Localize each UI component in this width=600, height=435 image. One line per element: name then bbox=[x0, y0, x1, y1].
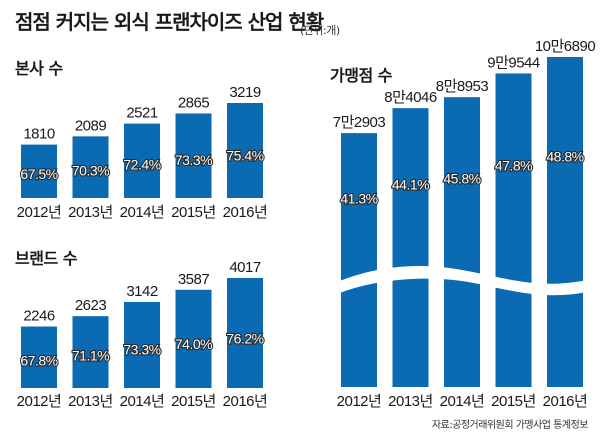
value-label: 2521 bbox=[126, 105, 158, 122]
share-label: 75.4% bbox=[226, 147, 263, 163]
share-label: 48.8% bbox=[546, 149, 583, 165]
year-label: 2013년 bbox=[68, 393, 113, 410]
infographic-title: 점점 커지는 외식 프랜차이즈 산업 현황 bbox=[15, 10, 324, 34]
value-label: 3587 bbox=[178, 271, 210, 288]
share-label: 44.1% bbox=[392, 177, 429, 193]
bar bbox=[341, 133, 377, 387]
bar bbox=[444, 97, 480, 388]
bar bbox=[495, 73, 532, 388]
year-label: 2016년 bbox=[223, 393, 268, 410]
value-label: 2623 bbox=[75, 297, 107, 314]
year-label: 2014년 bbox=[440, 393, 485, 410]
share-label: 73.3% bbox=[123, 341, 160, 357]
bar bbox=[547, 57, 583, 387]
year-label: 2016년 bbox=[223, 204, 268, 221]
year-label: 2012년 bbox=[17, 393, 62, 410]
bar bbox=[72, 136, 109, 198]
bar bbox=[175, 113, 212, 198]
source-note: 자료:공정거래위원회 가맹사업 통계정보 bbox=[431, 420, 589, 431]
share-label: 70.3% bbox=[72, 162, 109, 178]
value-label: 3219 bbox=[229, 84, 261, 101]
share-label: 45.8% bbox=[443, 171, 480, 187]
value-label: 4017 bbox=[229, 259, 261, 276]
bar bbox=[227, 103, 263, 198]
year-label: 2015년 bbox=[171, 204, 216, 221]
share-label: 72.4% bbox=[123, 157, 160, 173]
year-label: 2015년 bbox=[491, 393, 536, 410]
year-label: 2012년 bbox=[17, 204, 62, 221]
share-label: 47.8% bbox=[495, 158, 532, 174]
year-label: 2016년 bbox=[543, 393, 588, 410]
value-label: 8만8953 bbox=[436, 78, 489, 95]
year-label: 2013년 bbox=[388, 393, 433, 410]
axis-break-wave bbox=[337, 266, 587, 296]
bar bbox=[72, 316, 109, 388]
hq-count-title: 본사 수 bbox=[15, 59, 63, 78]
franchise-count-title: 가맹점 수 bbox=[330, 66, 392, 85]
share-label: 67.5% bbox=[20, 166, 57, 182]
year-label: 2012년 bbox=[337, 393, 382, 410]
year-label: 2014년 bbox=[120, 393, 165, 410]
bar bbox=[124, 123, 160, 198]
value-label: 7만2903 bbox=[333, 114, 386, 131]
share-label: 73.3% bbox=[175, 152, 212, 168]
bar bbox=[21, 326, 57, 388]
year-label: 2013년 bbox=[68, 204, 113, 221]
share-label: 71.1% bbox=[72, 348, 109, 364]
value-label: 2865 bbox=[178, 94, 210, 111]
value-label: 10만6890 bbox=[535, 38, 596, 55]
share-label: 74.0% bbox=[175, 336, 212, 352]
value-label: 3142 bbox=[126, 283, 158, 300]
bar bbox=[124, 301, 160, 388]
bar bbox=[392, 108, 429, 388]
value-label: 2246 bbox=[23, 307, 55, 324]
value-label: 1810 bbox=[23, 126, 55, 143]
value-label: 9만9544 bbox=[487, 54, 540, 71]
share-label: 67.8% bbox=[20, 352, 57, 368]
year-label: 2014년 bbox=[120, 204, 165, 221]
bar bbox=[227, 278, 263, 388]
unit-label: (단위:개) bbox=[300, 24, 340, 37]
value-label: 8만4046 bbox=[384, 89, 437, 106]
share-label: 41.3% bbox=[340, 190, 377, 206]
bar bbox=[175, 289, 212, 388]
value-label: 2089 bbox=[75, 117, 107, 134]
bar bbox=[21, 144, 57, 198]
brand-count-title: 브랜드 수 bbox=[15, 249, 77, 268]
year-label: 2015년 bbox=[171, 393, 216, 410]
share-label: 76.2% bbox=[226, 331, 263, 347]
